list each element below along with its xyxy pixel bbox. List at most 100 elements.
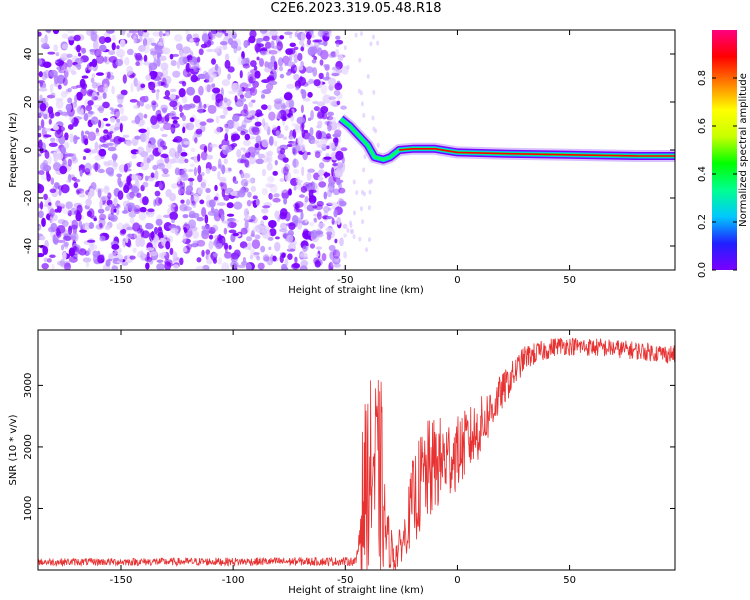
noise-speck [178,87,186,98]
noise-speck [80,108,84,116]
x-tick-label: 50 [563,275,576,286]
noise-speck [135,52,143,61]
noise-speck [242,172,251,179]
noise-speck [180,172,189,182]
noise-speck [299,265,308,270]
noise-speck [90,149,98,154]
noise-speck [309,127,314,136]
noise-speck [152,164,159,171]
noise-speck [169,192,176,202]
noise-speck [239,82,249,89]
noise-speck [161,168,166,172]
noise-speck [104,186,110,191]
noise-speck [129,255,136,260]
noise-speck [209,143,218,148]
noise-speck [197,165,202,175]
noise-speck [196,257,202,263]
noise-speck [116,93,125,100]
noise-speck [136,192,142,199]
noise-speck [146,251,150,262]
noise-speck [49,83,54,93]
noise-speck [142,196,149,206]
noise-speck [153,199,157,207]
noise-speck [171,183,178,189]
noise-speck [200,43,208,49]
noise-speck [253,252,260,256]
noise-speck [88,222,95,229]
noise-speck [108,50,116,56]
noise-speck [296,208,303,213]
noise-speck [66,53,73,58]
noise-speck [217,158,222,168]
noise-speck [262,205,271,209]
noise-speck [122,210,128,214]
noise-speck [331,217,335,225]
noise-speck [240,261,248,266]
noise-speck [239,187,246,195]
noise-speck [211,58,216,65]
noise-speck [326,145,330,150]
noise-speck [93,217,97,222]
noise-speck [224,251,232,259]
noise-speck [154,183,159,188]
noise-speck [193,95,201,104]
noise-speck [69,219,75,224]
noise-speck [365,247,369,253]
noise-speck [298,194,305,198]
noise-speck [64,67,74,73]
noise-speck [204,72,210,82]
noise-speck [162,55,167,61]
noise-speck [70,70,77,76]
noise-speck [134,178,139,189]
noise-speck [217,66,222,75]
noise-speck [335,42,340,48]
noise-speck [129,74,135,79]
noise-speck [326,186,334,192]
noise-speck [39,201,44,210]
noise-speck [232,219,239,223]
noise-speck [231,143,238,148]
noise-speck [263,155,269,164]
heatmap-y-ticks: -40 -20 0 20 40 [23,48,675,254]
noise-speck [43,257,49,263]
noise-speck [49,208,55,217]
noise-speck [86,210,92,217]
snr-y-label: SNR (10 * v/v) [8,414,19,485]
noise-speck [277,153,286,161]
noise-speck [156,57,161,67]
noise-speck [326,116,334,121]
noise-speck [132,247,137,253]
noise-speck [115,48,125,58]
noise-speck [165,162,172,170]
noise-speck [69,133,74,143]
noise-speck [260,47,268,52]
noise-speck [53,74,59,85]
noise-speck [182,233,187,244]
noise-speck [182,46,191,54]
noise-speck [134,115,141,125]
noise-speck [286,83,295,89]
noise-speck [240,159,246,164]
noise-speck [208,30,217,38]
noise-speck [277,125,281,130]
noise-speck [143,54,148,62]
noise-speck [50,92,56,98]
noise-speck [41,217,46,227]
noise-speck [58,189,62,196]
noise-speck [57,203,65,207]
noise-speck [336,162,344,169]
noise-speck [176,60,181,70]
noise-speck [87,110,94,115]
noise-speck [182,126,186,134]
noise-speck [196,216,204,222]
noise-speck [69,115,75,125]
noise-speck [261,187,268,196]
noise-speck [301,128,306,139]
noise-speck [180,151,188,157]
noise-speck [306,151,311,156]
noise-speck [244,159,250,168]
noise-speck [57,185,64,191]
noise-speck [203,145,208,153]
noise-speck [300,46,305,52]
noise-speck [39,82,44,87]
